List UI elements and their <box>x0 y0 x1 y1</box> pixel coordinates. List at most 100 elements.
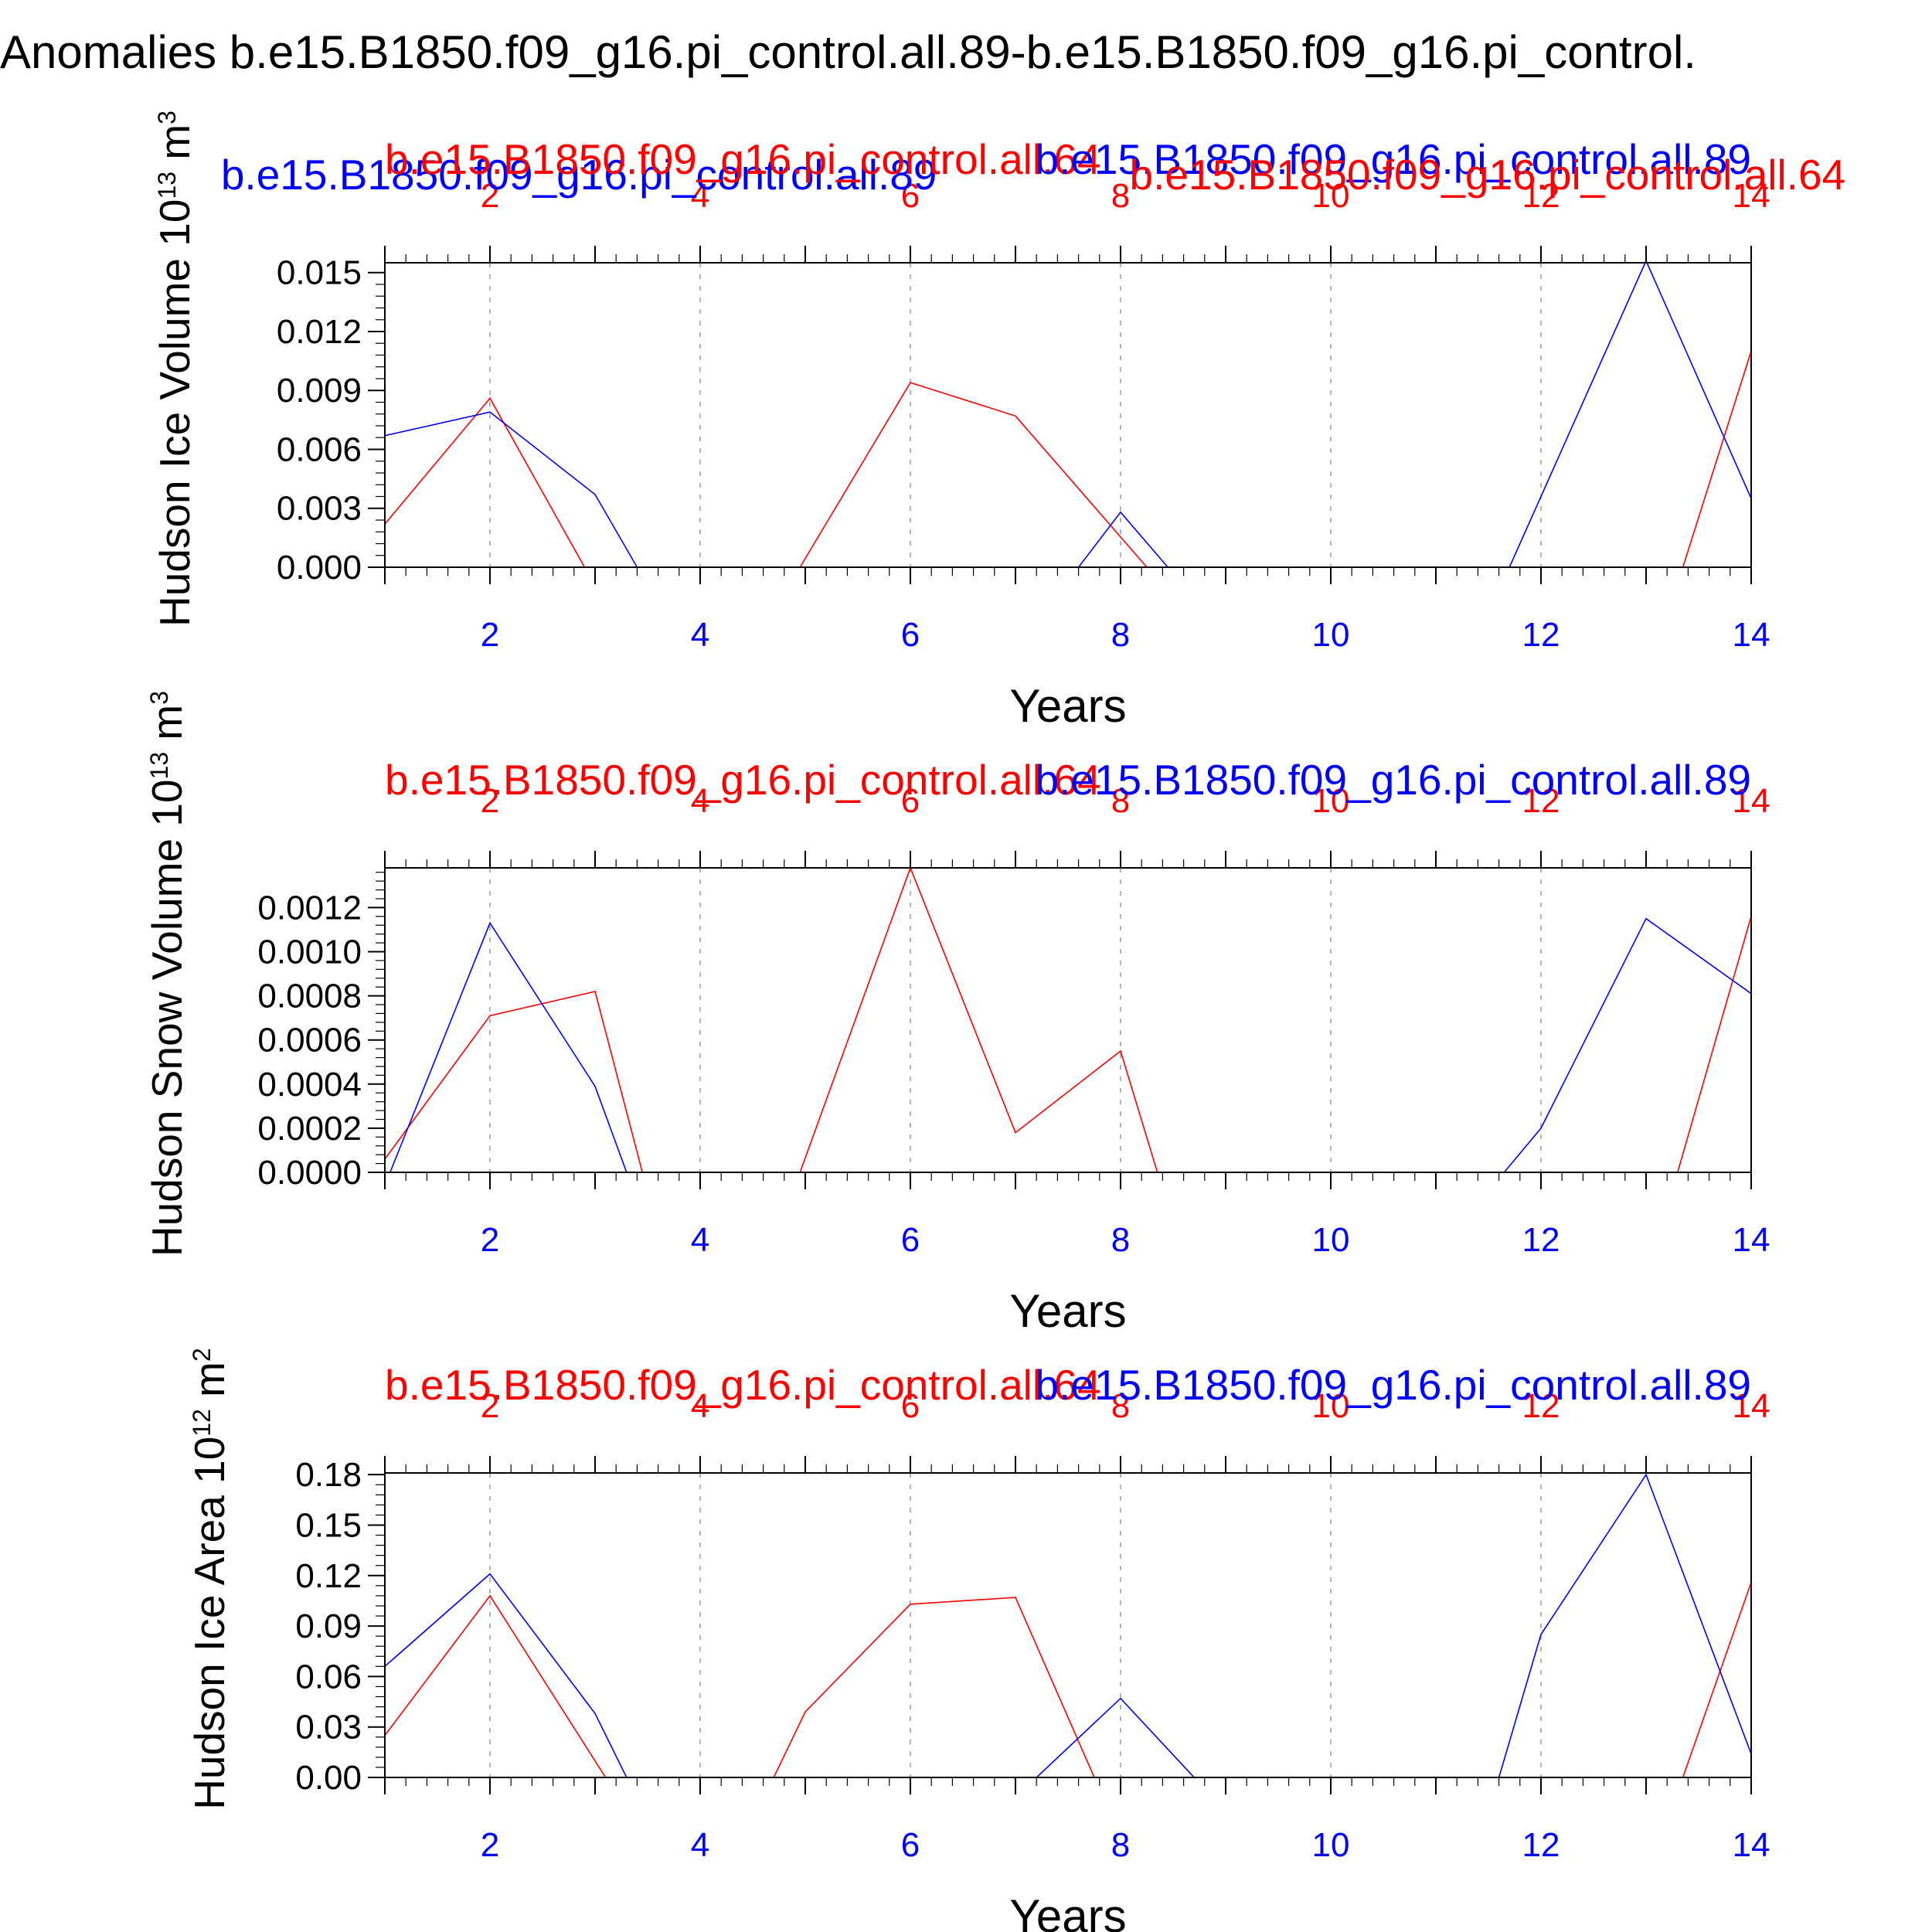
x-tick-label-bottom: 14 <box>1733 1826 1770 1864</box>
x-tick-label-bottom: 12 <box>1522 1826 1560 1864</box>
x-tick-label-top: 8 <box>1111 782 1130 820</box>
run-label: b.e15.B1850.f09_g16.pi_control.all.64 <box>385 1361 1101 1409</box>
series-line-run-89 <box>384 259 1752 568</box>
series-line-run-64 <box>384 866 1752 1173</box>
y-tick-label: 0.0006 <box>257 1022 362 1060</box>
panel-snow-volume: 0.0000 0.0002 0.0004 0.0006 0.0008 0.0010 0.00… <box>143 691 1770 1337</box>
x-tick-label-bottom: 2 <box>481 1826 499 1864</box>
x-tick-label-bottom: 4 <box>691 1826 709 1864</box>
x-tick-label-bottom: 14 <box>1733 1221 1770 1259</box>
y-tick-label: 0.012 <box>277 313 362 351</box>
x-tick-label-top: 6 <box>901 1387 920 1425</box>
x-tick-label-bottom: 2 <box>481 1221 499 1259</box>
y-tick-label: 0.06 <box>295 1658 362 1696</box>
y-tick-label: 0.03 <box>295 1709 362 1747</box>
x-tick-label-bottom: 10 <box>1312 1221 1350 1259</box>
x-tick-label-top: 14 <box>1733 1387 1770 1425</box>
x-tick-label-bottom: 2 <box>481 616 499 654</box>
run-label: b.e15.B1850.f09_g16.pi_control.all.89 <box>1035 756 1751 804</box>
run-label: b.e15.B1850.f09_g16.pi_control.all.64 <box>385 756 1101 804</box>
x-tick-label-top: 4 <box>691 1387 709 1425</box>
panel-ice-area: 0.00 0.03 0.06 0.09 0.12 0.15 0.18 2 2 4 4 6 6 8 8 10 10… <box>185 1348 1770 1932</box>
x-axis-label: Years <box>1009 680 1126 732</box>
x-axis-label: Years <box>1009 1285 1126 1337</box>
figure-title: Anomalies b.e15.B1850.f09_g16.pi_control… <box>0 26 1696 78</box>
y-tick-label: 0.18 <box>295 1456 362 1494</box>
y-tick-label: 0.00 <box>295 1759 362 1797</box>
plot-frame <box>384 262 1752 568</box>
y-tick-label: 0.0000 <box>257 1154 362 1192</box>
run-label: b.e15.B1850.f09_g16.pi_control.all.89 <box>221 151 937 199</box>
x-tick-label-bottom: 12 <box>1522 616 1560 654</box>
x-tick-label-top: 10 <box>1312 1387 1350 1425</box>
run-label: b.e15.B1850.f09_g16.pi_control.all.89 <box>1035 135 1751 183</box>
x-tick-label-top: 12 <box>1522 782 1560 820</box>
series-lines <box>384 259 1752 568</box>
run-label: b.e15.B1850.f09_g16.pi_control.all.64 <box>1130 151 1846 199</box>
top-run-labels: b.e15.B1850.f09_g16.pi_control.all.89b.e… <box>221 135 1845 199</box>
y-tick-label: 0.000 <box>277 549 362 587</box>
y-tick-label: 0.0004 <box>257 1066 362 1104</box>
x-tick-label-bottom: 14 <box>1733 616 1770 654</box>
y-tick-label: 0.09 <box>295 1607 362 1645</box>
x-tick-label-top: 14 <box>1733 782 1770 820</box>
series-line-run-89 <box>384 1473 1752 1778</box>
series-lines <box>384 1473 1752 1778</box>
x-axis-label: Years <box>1009 1890 1126 1932</box>
x-tick-label-top: 12 <box>1522 177 1560 215</box>
series-lines <box>384 866 1752 1173</box>
x-tick-label-top: 2 <box>481 782 499 820</box>
x-tick-label-top: 6 <box>901 782 920 820</box>
y-tick-label: 0.006 <box>277 430 362 468</box>
x-tick-label-bottom: 4 <box>691 1221 709 1259</box>
x-tick-label-bottom: 8 <box>1111 1221 1130 1259</box>
axis-ticks: 0.000 0.003 0.006 0.009 0.012 0.015 2 2 4 4 6 6 8 8 10… <box>277 177 1770 654</box>
x-tick-label-bottom: 6 <box>901 1221 920 1259</box>
plot-frame <box>384 1472 1752 1778</box>
x-gridlines <box>489 1473 1542 1777</box>
y-tick-label: 0.0008 <box>257 978 362 1015</box>
y-tick-label: 0.0010 <box>257 933 362 971</box>
x-tick-label-bottom: 10 <box>1312 1826 1350 1864</box>
y-tick-label: 0.15 <box>295 1506 362 1544</box>
y-axis-label: Hudson Ice Area 1012 m2 <box>185 1348 233 1810</box>
x-tick-label-bottom: 4 <box>691 616 709 654</box>
x-tick-label-bottom: 8 <box>1111 616 1130 654</box>
x-tick-label-top: 4 <box>691 177 709 215</box>
x-tick-label-top: 4 <box>691 782 709 820</box>
run-label: b.e15.B1850.f09_g16.pi_control.all.89 <box>1035 1361 1751 1409</box>
y-tick-label: 0.0012 <box>257 889 362 927</box>
x-gridlines <box>489 263 1542 567</box>
x-gridlines <box>489 868 1542 1172</box>
y-tick-label: 0.015 <box>277 254 362 292</box>
y-axis-label: Hudson Ice Volume 1013 m3 <box>151 111 199 627</box>
x-tick-label-top: 14 <box>1733 177 1770 215</box>
y-tick-label: 0.009 <box>277 372 362 410</box>
y-tick-label: 0.0002 <box>257 1110 362 1148</box>
y-tick-label: 0.003 <box>277 490 362 528</box>
run-label: b.e15.B1850.f09_g16.pi_control.all.64 <box>385 135 1101 183</box>
x-tick-label-top: 10 <box>1312 782 1350 820</box>
x-tick-label-bottom: 8 <box>1111 1826 1130 1864</box>
axis-ticks: 0.00 0.03 0.06 0.09 0.12 0.15 0.18 2 2 4 4 6 6 8 8 10 10… <box>295 1387 1770 1864</box>
top-run-labels: b.e15.B1850.f09_g16.pi_control.all.64b.e… <box>385 1361 1751 1409</box>
x-tick-label-top: 10 <box>1312 177 1350 215</box>
series-line-run-64 <box>384 351 1752 568</box>
x-tick-label-bottom: 6 <box>901 1826 920 1864</box>
top-run-labels: b.e15.B1850.f09_g16.pi_control.all.64b.e… <box>385 756 1751 804</box>
panel-ice-volume: 0.000 0.003 0.006 0.009 0.012 0.015 2 2 4 4 6 6 8 8 10… <box>151 111 1845 732</box>
x-tick-label-bottom: 12 <box>1522 1221 1560 1259</box>
x-tick-label-top: 8 <box>1111 1387 1130 1425</box>
x-tick-label-top: 2 <box>481 1387 499 1425</box>
x-tick-label-top: 8 <box>1111 177 1130 215</box>
x-tick-label-top: 2 <box>481 177 499 215</box>
series-line-run-89 <box>389 917 1752 1173</box>
x-tick-label-top: 12 <box>1522 1387 1560 1425</box>
x-tick-label-bottom: 6 <box>901 616 920 654</box>
x-tick-label-top: 6 <box>901 177 920 215</box>
y-tick-label: 0.12 <box>295 1557 362 1595</box>
x-tick-label-bottom: 10 <box>1312 616 1350 654</box>
axis-ticks: 0.0000 0.0002 0.0004 0.0006 0.0008 0.0010 0.00… <box>257 782 1770 1259</box>
plot-frame <box>384 867 1752 1173</box>
